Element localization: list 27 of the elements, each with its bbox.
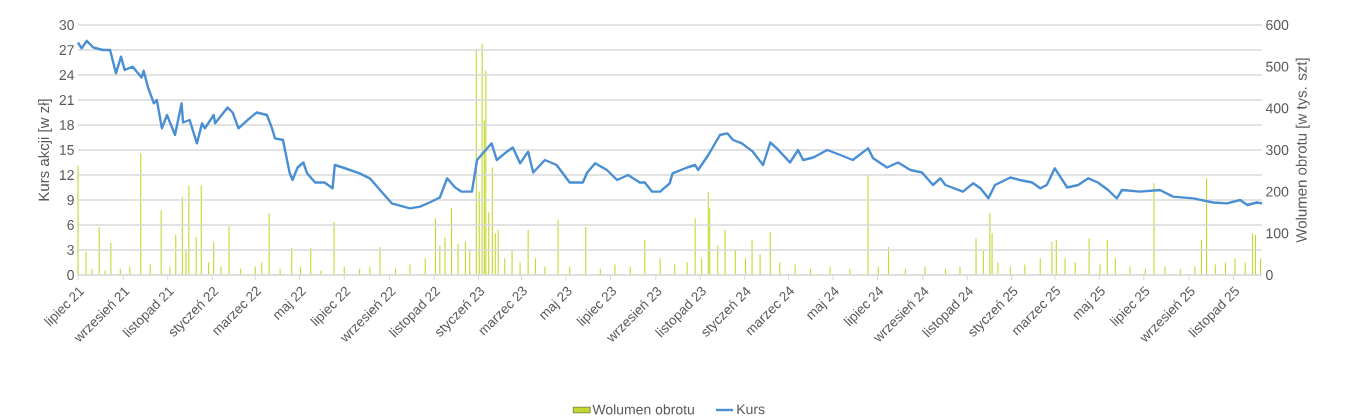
y-tick-label: 6 (67, 220, 74, 230)
x-tick-label: maj 23 (539, 286, 572, 320)
line-series (76, 39, 1264, 210)
y2-axis-title: Wolumen obrotu [w tys. szt] (1295, 58, 1310, 243)
legend-label: Wolumen obrotu (592, 404, 694, 415)
y-tick-label: 30 (59, 20, 74, 30)
y-tick-label: 12 (59, 170, 74, 180)
y2-tick-label: 400 (1265, 103, 1289, 114)
y2-tick-label: 300 (1266, 145, 1289, 155)
x-tick-label: maj 25 (1073, 286, 1105, 320)
y2-tick-label: 0 (1266, 270, 1273, 280)
y-tick-label: 21 (59, 95, 74, 105)
legend-label: Kurs (737, 404, 765, 415)
y-tick-label: 0 (67, 270, 74, 280)
y2-tick-label: 500 (1266, 61, 1289, 72)
y-tick-label: 18 (59, 120, 74, 130)
y-tick-label: 24 (59, 70, 75, 80)
x-tick-label: maj 24 (806, 286, 839, 320)
y-axis-title: Kurs akcji [w zł] (38, 99, 53, 201)
y2-tick-label: 100 (1266, 228, 1289, 239)
x-tick-label: maj 22 (273, 286, 307, 320)
y-tick-label: 3 (67, 245, 74, 255)
y2-tick-label: 200 (1266, 186, 1289, 197)
y-tick-label: 27 (59, 45, 74, 55)
y2-tick-label: 600 (1266, 20, 1289, 30)
y-tick-label: 15 (59, 145, 74, 155)
y-tick-label: 9 (67, 195, 74, 205)
